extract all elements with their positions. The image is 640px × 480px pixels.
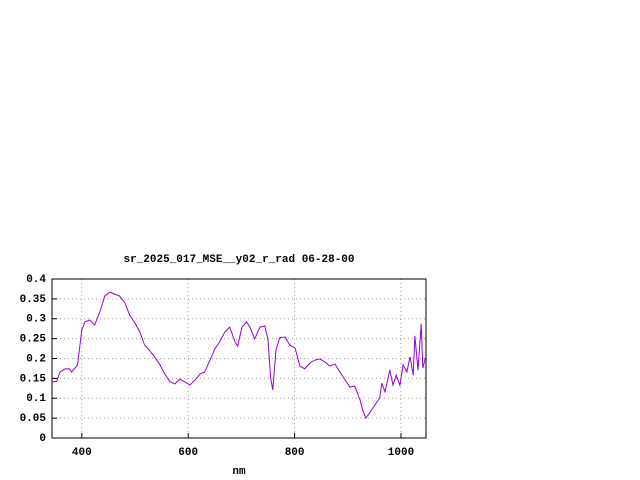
y-tick-label: 0.1 <box>26 393 46 405</box>
y-tick-label: 0.4 <box>26 274 46 286</box>
y-tick-label: 0.3 <box>26 314 46 326</box>
x-tick-label: 1000 <box>388 447 414 459</box>
y-tick-label: 0.2 <box>26 353 46 365</box>
x-tick-label: 400 <box>72 447 92 459</box>
x-tick-label: 600 <box>178 447 198 459</box>
y-tick-label: 0.25 <box>20 334 47 346</box>
data-line <box>51 291 427 420</box>
y-tick-label: 0.15 <box>20 373 47 385</box>
x-tick-label: 800 <box>285 447 305 459</box>
plot-border <box>51 278 427 439</box>
y-tick-label: 0 <box>39 433 46 445</box>
y-tick-label: 0.05 <box>20 413 47 425</box>
chart-title: sr_2025_017_MSE__y02_r_rad 06-28-00 <box>123 254 354 266</box>
y-tick-label: 0.35 <box>20 294 47 306</box>
x-axis-label: nm <box>232 466 246 478</box>
